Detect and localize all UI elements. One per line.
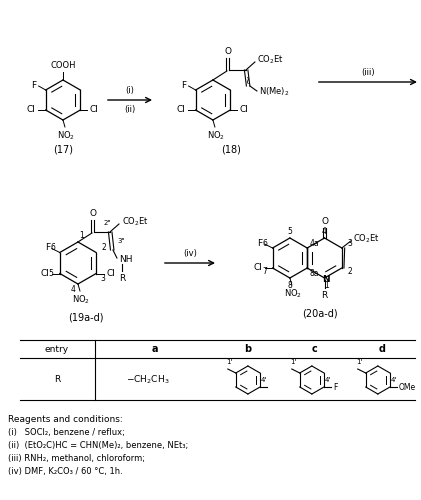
Text: Cl: Cl: [89, 106, 98, 114]
Text: (i): (i): [125, 86, 134, 95]
Text: (20a-d): (20a-d): [302, 308, 337, 318]
Text: Cl: Cl: [41, 269, 50, 278]
Text: Cl: Cl: [239, 106, 248, 114]
Text: (19a-d): (19a-d): [68, 313, 104, 323]
Text: 2: 2: [102, 243, 107, 252]
Text: 1': 1': [357, 359, 363, 365]
Text: R: R: [119, 274, 125, 283]
Text: 4: 4: [322, 226, 327, 235]
Text: NH: NH: [119, 256, 133, 264]
Text: $-$CH$_2$CH$_3$: $-$CH$_2$CH$_3$: [126, 374, 170, 386]
Text: 3: 3: [101, 274, 106, 283]
Text: 1: 1: [324, 282, 329, 290]
Text: 4': 4': [391, 377, 397, 383]
Text: Cl: Cl: [106, 269, 115, 278]
Text: 6: 6: [51, 243, 55, 252]
Text: F: F: [45, 243, 50, 252]
Text: (ii)  (EtO₂C)HC = CHN(Me)₂, benzene, NEt₃;: (ii) (EtO₂C)HC = CHN(Me)₂, benzene, NEt₃…: [8, 441, 188, 450]
Text: NO$_2$: NO$_2$: [72, 293, 90, 306]
Text: 4': 4': [261, 377, 267, 383]
Text: (ii): (ii): [124, 105, 136, 114]
Text: 3: 3: [347, 238, 352, 248]
Text: entry: entry: [45, 344, 69, 354]
Text: N: N: [322, 274, 329, 283]
Text: b: b: [244, 344, 251, 354]
Text: CO$_2$Et: CO$_2$Et: [122, 216, 149, 228]
Text: (iv): (iv): [183, 249, 197, 258]
Text: OMe: OMe: [399, 382, 416, 392]
Text: 8: 8: [288, 280, 292, 289]
Text: O: O: [224, 47, 232, 56]
Text: ~: ~: [243, 74, 253, 82]
Text: 5: 5: [288, 226, 292, 235]
Text: NO$_2$: NO$_2$: [284, 287, 302, 300]
Text: 4: 4: [71, 286, 75, 294]
Text: O: O: [89, 209, 96, 218]
Text: (iii) RNH₂, methanol, chloroform;: (iii) RNH₂, methanol, chloroform;: [8, 454, 145, 463]
Text: F: F: [32, 80, 37, 90]
Text: 4': 4': [325, 377, 331, 383]
Text: F: F: [258, 238, 263, 248]
Text: 1': 1': [290, 359, 297, 365]
Text: 1: 1: [80, 232, 84, 240]
Text: F: F: [181, 80, 187, 90]
Text: NO$_2$: NO$_2$: [57, 129, 75, 141]
Text: Cl: Cl: [254, 264, 263, 272]
Text: Cl: Cl: [177, 106, 186, 114]
Text: N(Me)$_2$: N(Me)$_2$: [259, 86, 289, 98]
Text: 3": 3": [117, 238, 125, 244]
Text: CO$_2$Et: CO$_2$Et: [257, 54, 284, 66]
Text: F: F: [333, 382, 337, 392]
Text: O: O: [321, 217, 328, 226]
Text: 8a: 8a: [309, 268, 319, 278]
Text: R: R: [321, 291, 328, 300]
Text: COOH: COOH: [50, 61, 76, 70]
Text: 7: 7: [262, 268, 267, 276]
Text: c: c: [312, 344, 318, 354]
Text: Reagents and conditions:: Reagents and conditions:: [8, 415, 123, 424]
Text: (17): (17): [53, 145, 73, 155]
Text: Cl: Cl: [27, 106, 36, 114]
Text: (18): (18): [221, 145, 241, 155]
Text: 2": 2": [103, 220, 111, 226]
Text: 6: 6: [262, 238, 267, 248]
Text: CO$_2$Et: CO$_2$Et: [353, 233, 380, 245]
Text: (i)   SOCl₂, benzene / reflux;: (i) SOCl₂, benzene / reflux;: [8, 428, 125, 437]
Text: NO$_2$: NO$_2$: [207, 129, 225, 141]
Text: a: a: [152, 344, 158, 354]
Text: 1': 1': [226, 359, 233, 365]
Text: 4a: 4a: [309, 238, 319, 248]
Text: 5: 5: [48, 269, 53, 278]
Text: d: d: [378, 344, 385, 354]
Text: R: R: [54, 376, 60, 384]
Text: (iv) DMF, K₂CO₃ / 60 °C, 1h.: (iv) DMF, K₂CO₃ / 60 °C, 1h.: [8, 467, 123, 476]
Text: (iii): (iii): [361, 68, 375, 77]
Text: 2: 2: [347, 268, 352, 276]
